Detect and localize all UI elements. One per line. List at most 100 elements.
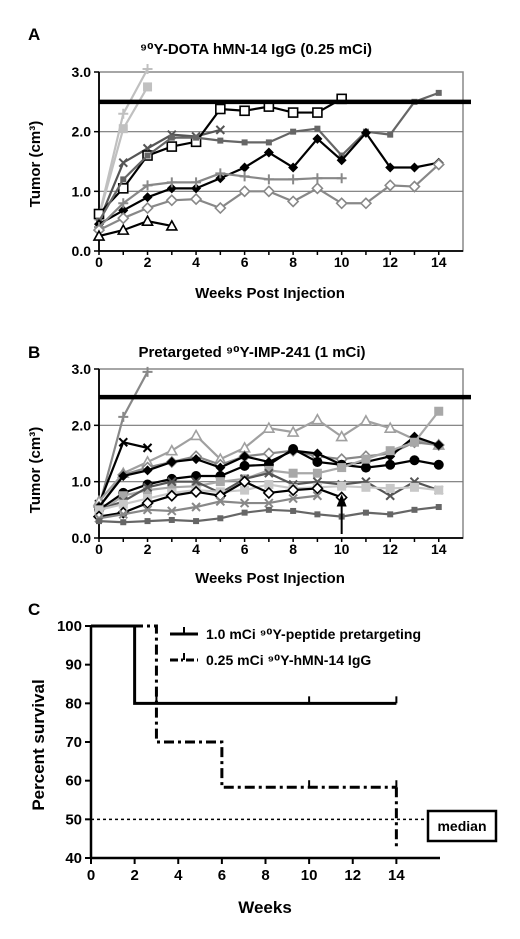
- median-box: median: [426, 809, 498, 843]
- data-point: [168, 516, 175, 523]
- data-point: [117, 212, 130, 225]
- data-point: [385, 491, 395, 501]
- data-point: [408, 180, 421, 193]
- data-point: [118, 411, 129, 422]
- data-point: [239, 162, 250, 173]
- panel-b-plot: 0.0 1.0 2.0 3.0 0 2 4 6 8 10 12 14: [72, 361, 471, 557]
- x-tick-label: 10: [334, 541, 350, 557]
- data-point: [94, 505, 104, 515]
- data-point: [239, 460, 250, 471]
- y-tick-label: 0.0: [72, 530, 92, 546]
- data-point: [312, 456, 323, 467]
- data-point: [144, 152, 151, 159]
- data-point: [118, 205, 129, 216]
- median-box-frame: [426, 809, 498, 843]
- data-point: [433, 459, 444, 470]
- data-point: [239, 498, 250, 508]
- data-point: [166, 177, 177, 188]
- data-point: [92, 229, 106, 241]
- x-tick-label: 0: [95, 254, 103, 270]
- data-point: [411, 506, 418, 513]
- median-label: median: [437, 818, 486, 834]
- x-tick-label: 2: [130, 867, 138, 884]
- survival-step-line: [91, 624, 397, 789]
- data-point: [241, 509, 248, 516]
- panel-b-ylabel: Tumor (cm³): [27, 427, 44, 513]
- plot-frame: [98, 368, 464, 539]
- data-point: [142, 180, 153, 191]
- data-point: [166, 456, 177, 467]
- data-point: [143, 485, 153, 495]
- data-point: [336, 155, 347, 166]
- data-point: [215, 477, 225, 487]
- x-tick-label: 8: [261, 867, 269, 884]
- data-point: [409, 162, 420, 173]
- series-6: [94, 127, 444, 230]
- data-point: [143, 82, 153, 92]
- x-tick-label: 10: [301, 867, 318, 884]
- data-point: [191, 177, 202, 188]
- data-point: [385, 459, 396, 470]
- data-point: [288, 443, 299, 454]
- data-point: [336, 173, 347, 184]
- data-point: [262, 486, 275, 500]
- x-tick-label: 12: [382, 254, 398, 270]
- data-point: [167, 476, 177, 487]
- data-point: [191, 183, 202, 194]
- data-point: [335, 429, 349, 442]
- panel-a-ylabel: Tumor (cm³): [27, 121, 44, 207]
- data-point: [314, 125, 321, 132]
- data-point: [312, 491, 323, 501]
- x-tick-label: 2: [144, 254, 152, 270]
- data-point: [166, 183, 177, 194]
- data-point: [314, 511, 321, 518]
- x-tick-label: 4: [174, 867, 183, 884]
- data-point: [433, 440, 444, 451]
- data-point: [432, 158, 445, 171]
- data-point: [287, 483, 300, 497]
- x-tick-label: 6: [241, 541, 249, 557]
- x-tick-label: 10: [334, 254, 350, 270]
- data-point: [262, 421, 276, 433]
- data-point: [118, 499, 128, 509]
- data-point: [435, 89, 442, 96]
- x-tick-label: 14: [431, 541, 447, 557]
- panel-c-plot: 40 50 60 70 80 90 100 0 2 4 6 8 10 12 14: [57, 618, 440, 884]
- data-point: [311, 482, 324, 495]
- data-point: [215, 125, 226, 135]
- series-line: [98, 494, 318, 520]
- data-point: [120, 519, 127, 526]
- y-tick-label: 0.0: [72, 243, 92, 259]
- data-point: [144, 518, 151, 525]
- data-point: [385, 483, 395, 493]
- data-point: [361, 454, 371, 464]
- data-point: [359, 197, 373, 210]
- data-point: [362, 509, 369, 516]
- series-7: [94, 168, 347, 233]
- y-tick-label: 3.0: [72, 64, 92, 80]
- y-tick-label: 1.0: [72, 474, 92, 490]
- series-9: [92, 214, 179, 241]
- data-point: [239, 171, 250, 182]
- data-point: [265, 506, 272, 513]
- y-tick-label: 1.0: [72, 183, 92, 199]
- data-point: [118, 491, 128, 501]
- data-point: [217, 515, 224, 522]
- series-10: [92, 475, 348, 523]
- data-point: [118, 124, 128, 134]
- data-point: [141, 496, 154, 510]
- data-point: [96, 518, 102, 525]
- data-point: [238, 475, 251, 488]
- x-tick-label: 6: [241, 254, 249, 270]
- data-point: [263, 174, 274, 185]
- x-tick-label: 0: [95, 541, 103, 557]
- data-point: [264, 465, 274, 475]
- data-point: [238, 185, 251, 198]
- y-tick-label: 40: [65, 850, 82, 867]
- data-point: [434, 406, 444, 416]
- y-tick-label: 90: [65, 657, 82, 674]
- data-point: [165, 219, 179, 231]
- data-point: [387, 511, 394, 518]
- data-point: [191, 502, 201, 512]
